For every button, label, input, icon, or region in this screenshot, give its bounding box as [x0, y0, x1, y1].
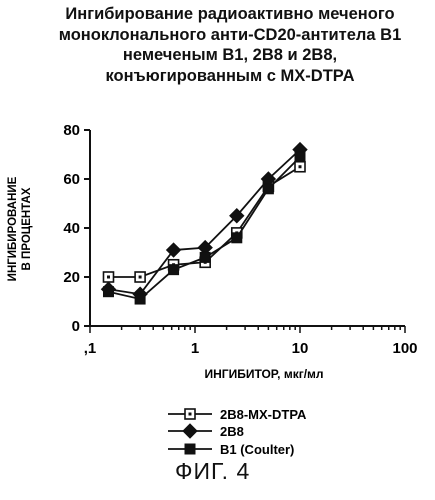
x-tick-label: 1	[191, 340, 199, 357]
legend-item: B1 (Coulter)	[168, 442, 294, 457]
data-point	[103, 287, 113, 297]
data-point	[167, 243, 181, 257]
y-tick-label: 20	[63, 269, 80, 286]
x-axis-label: ИНГИБИТОР, мкг/мл	[204, 367, 323, 381]
y-axis-label-line: ИНГИБИРОВАНИЕ	[7, 176, 19, 281]
figure-caption: ФИГ. 4	[175, 458, 250, 485]
legend-label: 2B8	[220, 424, 244, 439]
data-point	[295, 152, 305, 162]
y-axis-label: ИНГИБИРОВАНИЕ В ПРОЦЕНТАХ	[7, 176, 33, 281]
x-tick-label: ,1	[84, 340, 97, 357]
series-filled-square	[103, 152, 305, 304]
legend-label: B1 (Coulter)	[220, 442, 294, 457]
y-tick-label: 40	[63, 220, 80, 237]
y-tick-label: 80	[63, 122, 80, 139]
x-tick-label: 10	[292, 340, 309, 357]
legend-item: 2B8-MX-DTPA	[168, 407, 307, 422]
y-tick-label: 0	[72, 318, 80, 335]
legend-marker	[185, 444, 195, 454]
data-point	[135, 294, 145, 304]
data-point-center	[299, 165, 302, 168]
legend-marker-center	[189, 413, 192, 416]
data-point	[200, 252, 210, 262]
series-layer	[101, 143, 307, 304]
data-point	[263, 184, 273, 194]
legend-marker	[183, 424, 197, 438]
legend-label: 2B8-MX-DTPA	[220, 407, 307, 422]
data-point	[169, 265, 179, 275]
data-point-center	[107, 276, 110, 279]
data-point-center	[139, 276, 142, 279]
y-tick-label: 60	[63, 171, 80, 188]
legend-item: 2B8	[168, 424, 244, 439]
legend: 2B8-MX-DTPA 2B8 B1 (Coulter)	[168, 407, 307, 457]
data-point	[232, 233, 242, 243]
y-axis-label-line: В ПРОЦЕНТАХ	[21, 187, 33, 270]
x-tick-label: 100	[392, 340, 417, 357]
